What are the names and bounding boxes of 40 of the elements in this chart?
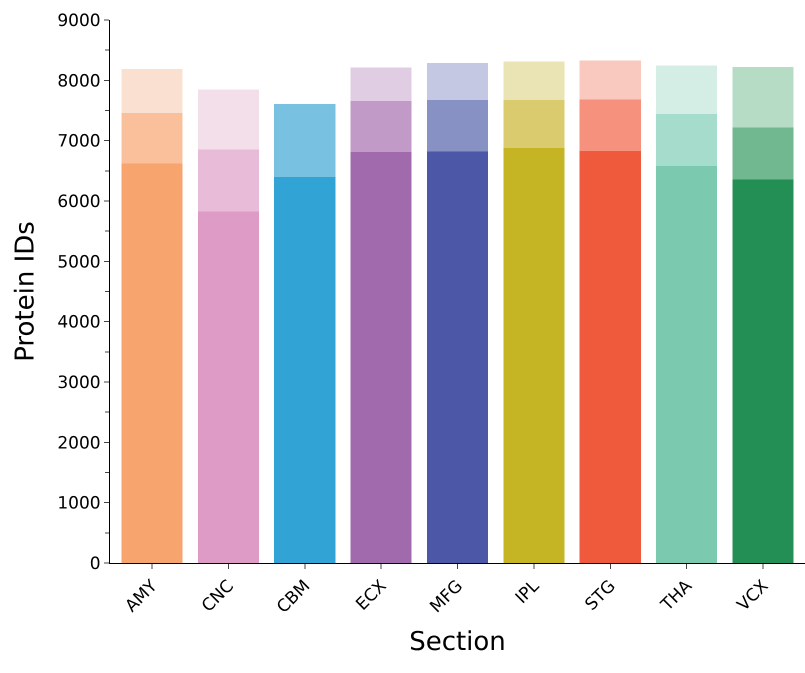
y-tick-label: 2000 (57, 433, 101, 454)
bar (350, 152, 412, 563)
bar (503, 100, 564, 148)
bar (503, 148, 564, 563)
x-tick-label: THA (656, 576, 696, 616)
y-tick-label: 9000 (57, 10, 101, 31)
bar (732, 127, 794, 180)
y-tick-label: 0 (90, 554, 101, 574)
bar (274, 176, 336, 563)
y-axis-title: Protein IDs (10, 221, 41, 362)
bar (580, 60, 641, 100)
bar (426, 62, 488, 100)
bar (426, 152, 488, 563)
bar (121, 68, 183, 113)
x-tick-label: IPL (512, 576, 544, 608)
bar (198, 150, 259, 212)
y-tick-label: 3000 (57, 372, 101, 393)
y-tick-label: 6000 (57, 192, 101, 212)
y-tick-label: 5000 (57, 252, 101, 272)
bar (198, 89, 259, 150)
bar (580, 150, 641, 563)
bar (350, 68, 412, 101)
bar (732, 179, 794, 563)
bar (274, 104, 336, 177)
bar (121, 112, 183, 164)
bar (656, 65, 718, 114)
x-axis-title: Section (409, 627, 506, 658)
y-tick-label: 1000 (57, 494, 101, 514)
bar (656, 166, 718, 563)
bar (732, 67, 794, 128)
bar (426, 100, 488, 152)
y-tick-label: 8000 (57, 71, 101, 92)
bar (503, 62, 564, 100)
bar (198, 211, 259, 563)
bar (580, 100, 641, 151)
bar (121, 164, 183, 563)
bar (350, 100, 412, 152)
bar (656, 114, 718, 166)
y-tick-label: 4000 (57, 312, 101, 333)
y-tick-label: 7000 (57, 132, 101, 152)
